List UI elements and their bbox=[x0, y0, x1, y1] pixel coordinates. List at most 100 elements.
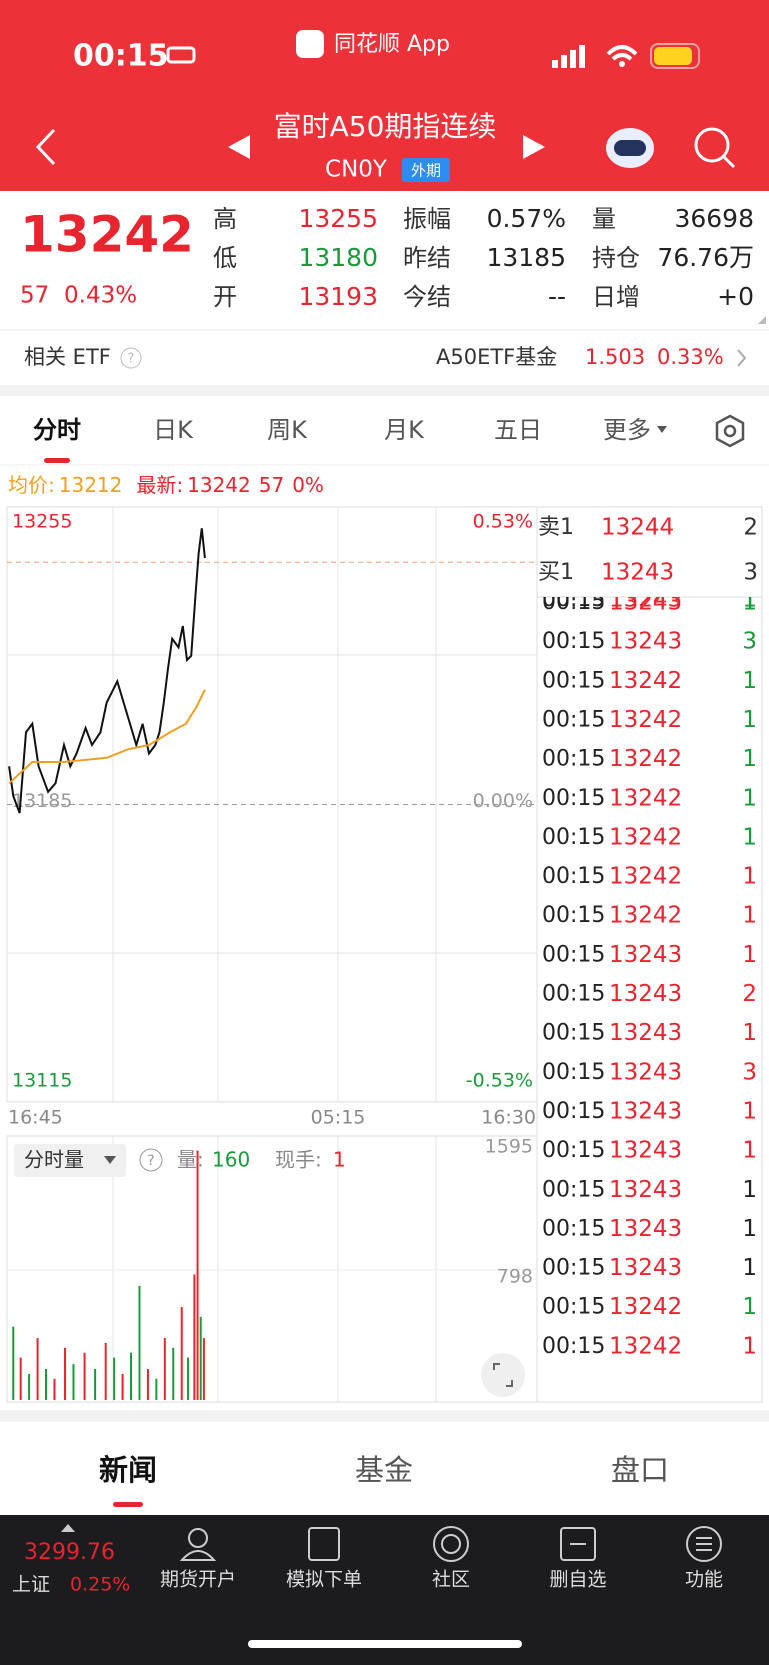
book-price: 13243 bbox=[601, 560, 674, 586]
search-handle bbox=[722, 155, 736, 169]
trade-price: 13242 bbox=[609, 785, 682, 811]
selector-caret bbox=[104, 1156, 116, 1164]
back-button[interactable] bbox=[35, 128, 56, 166]
trade-price: 13243 bbox=[609, 587, 682, 613]
trade-volume: 1 bbox=[742, 1216, 757, 1242]
etf-label: 相关 ETF bbox=[24, 345, 111, 369]
change-pct: 0.43% bbox=[64, 283, 137, 309]
volume-bar bbox=[146, 1369, 149, 1400]
trade-volume: 1 bbox=[742, 707, 757, 733]
trade-price: 13243 bbox=[609, 590, 682, 616]
etf-price: 1.503 bbox=[585, 345, 645, 369]
nav-item[interactable]: 期货开户 bbox=[160, 1569, 236, 1591]
field-value: 36698 bbox=[674, 204, 754, 233]
legend-item: 最新: bbox=[136, 473, 183, 497]
trade-volume: 1 bbox=[742, 903, 757, 929]
battery-level bbox=[654, 47, 692, 65]
corner-mark bbox=[758, 316, 766, 324]
gap bbox=[0, 385, 769, 396]
battery bbox=[650, 43, 700, 69]
bottom-tab[interactable]: 基金 bbox=[355, 1453, 413, 1487]
tab[interactable]: 月K bbox=[384, 416, 425, 444]
help-mark: ? bbox=[147, 1153, 154, 1169]
volume-bar bbox=[138, 1285, 141, 1400]
trade-price: 13242 bbox=[609, 668, 682, 694]
help-icon[interactable] bbox=[139, 1148, 163, 1172]
vol-label: 量: bbox=[177, 1148, 204, 1172]
field-label: 高 bbox=[213, 205, 237, 233]
trade-price: 13242 bbox=[609, 1333, 682, 1359]
selector-bg[interactable] bbox=[14, 1144, 126, 1177]
tab[interactable]: 周K bbox=[267, 416, 308, 444]
settings-icon[interactable] bbox=[715, 414, 745, 448]
tab[interactable]: 日K bbox=[153, 416, 194, 444]
expand-button[interactable] bbox=[481, 1353, 525, 1397]
trade-time: 00:15 bbox=[542, 982, 605, 1007]
volume-bar bbox=[72, 1364, 75, 1400]
trade-volume: 1 bbox=[742, 1294, 757, 1320]
trade-time: 00:15 bbox=[542, 590, 605, 615]
y-tick-label: 1595 bbox=[485, 1136, 533, 1158]
volume-bar bbox=[12, 1326, 15, 1400]
volume-bar bbox=[193, 1274, 196, 1400]
trade-price: 13242 bbox=[609, 864, 682, 890]
field-value: 0.57% bbox=[487, 204, 566, 233]
volume-bar bbox=[45, 1369, 48, 1400]
app-name: 同花顺 App bbox=[334, 32, 450, 57]
book-label: 卖1 bbox=[538, 515, 574, 540]
trade-time: 00:15 bbox=[542, 707, 605, 732]
next-button[interactable] bbox=[523, 135, 545, 159]
field-label: 振幅 bbox=[403, 205, 451, 233]
volume-bar bbox=[113, 1357, 116, 1400]
volume-bar bbox=[199, 1316, 202, 1400]
volume-bar bbox=[172, 1347, 175, 1400]
trade-volume: 1 bbox=[742, 590, 757, 616]
book-frame bbox=[536, 506, 763, 1403]
trade-price: 13243 bbox=[609, 981, 682, 1007]
search-icon[interactable] bbox=[694, 127, 730, 163]
trade-volume: 3 bbox=[742, 1059, 757, 1085]
trade-volume: 2 bbox=[742, 981, 757, 1007]
tab[interactable]: 更多 bbox=[603, 416, 651, 444]
trade-volume: 1 bbox=[742, 1138, 757, 1164]
nav-item[interactable]: 删自选 bbox=[549, 1569, 606, 1591]
bottom-tab[interactable]: 盘口 bbox=[611, 1453, 669, 1487]
x-tick-label: 16:30 bbox=[481, 1107, 536, 1129]
field-label: 昨结 bbox=[403, 244, 451, 272]
book-label: 买1 bbox=[538, 560, 574, 585]
y-tick-label: 798 bbox=[497, 1265, 533, 1287]
nav-item[interactable]: 社区 bbox=[432, 1569, 470, 1591]
help-icon[interactable] bbox=[120, 347, 142, 369]
field-label: 日增 bbox=[592, 283, 640, 311]
more-caret bbox=[657, 426, 667, 433]
bed-icon bbox=[166, 46, 196, 64]
etf-pct: 0.33% bbox=[657, 345, 724, 369]
prev-button[interactable] bbox=[228, 135, 250, 159]
nav-item[interactable]: 模拟下单 bbox=[286, 1569, 362, 1591]
bottom-tab[interactable]: 新闻 bbox=[99, 1453, 157, 1487]
wifi-dot bbox=[619, 61, 625, 67]
y2-tick-label: -0.53% bbox=[466, 1070, 533, 1092]
price-line bbox=[8, 689, 206, 785]
trade-price: 13243 bbox=[609, 1177, 682, 1203]
wifi-icon bbox=[606, 45, 638, 61]
trade-volume: 1 bbox=[742, 1255, 757, 1281]
y-tick-label: 13185 bbox=[12, 790, 72, 812]
trade-price: 13242 bbox=[609, 746, 682, 772]
trade-volume: 1 bbox=[742, 746, 757, 772]
field-value: -- bbox=[548, 282, 566, 311]
book-price: 13244 bbox=[601, 515, 674, 541]
volume-bar bbox=[64, 1347, 67, 1400]
legend-item: 57 bbox=[259, 473, 284, 497]
trade-volume: 1 bbox=[742, 864, 757, 890]
tab[interactable]: 五日 bbox=[494, 416, 542, 444]
field-value: 13180 bbox=[298, 243, 378, 272]
tab[interactable]: 分时 bbox=[33, 416, 81, 444]
trade-time: 00:15 bbox=[542, 942, 605, 967]
etf-name: A50ETF基金 bbox=[436, 345, 557, 369]
nav-item[interactable]: 功能 bbox=[685, 1569, 723, 1591]
etf-arrow[interactable] bbox=[737, 349, 747, 367]
home-bar bbox=[248, 1640, 522, 1648]
